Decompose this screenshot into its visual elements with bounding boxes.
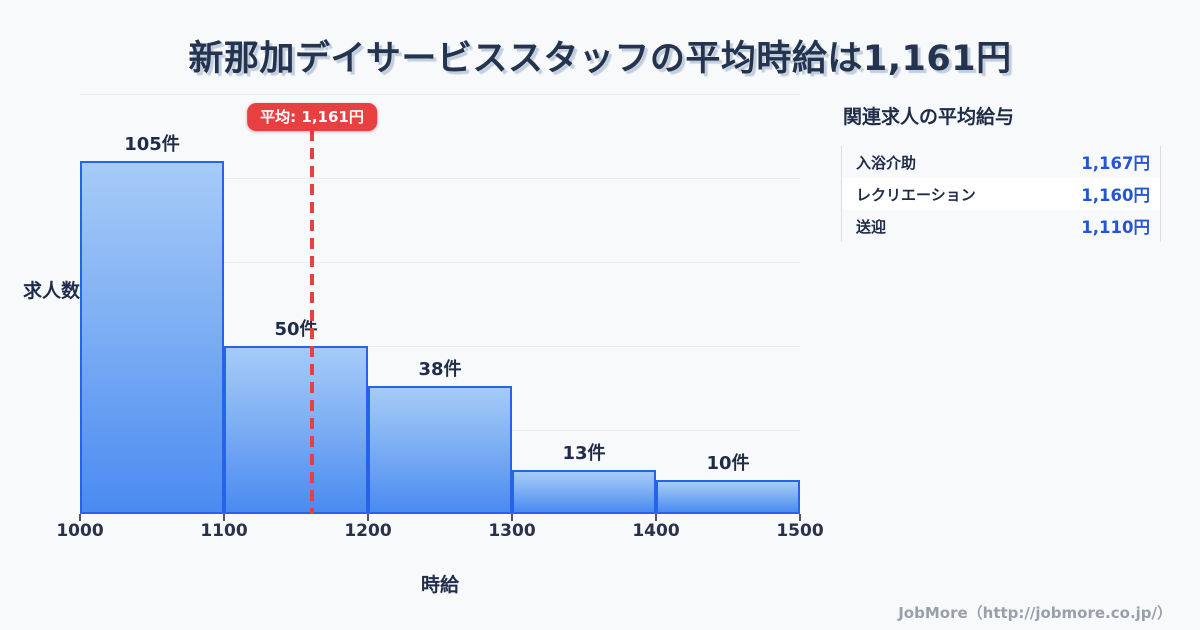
average-dashed-line xyxy=(309,130,314,514)
x-axis-title: 時給 xyxy=(420,574,459,596)
related-job-row: 送迎 1,110円 xyxy=(842,210,1160,242)
histogram-bar xyxy=(224,346,368,514)
related-job-row: 入浴介助 1,167円 xyxy=(842,146,1160,178)
related-job-value: 1,110円 xyxy=(1081,218,1150,237)
x-axis-tick-label: 1400 xyxy=(632,521,680,541)
histogram-bar xyxy=(368,386,512,514)
average-badge: 平均: 1,161円 xyxy=(247,103,377,131)
histogram-plot-area: 105件 50件 38件 13件 10件 xyxy=(80,94,800,514)
related-job-label: 送迎 xyxy=(856,217,887,236)
x-axis-tick xyxy=(367,514,369,521)
page-title: 新那加デイサービススタッフの平均時給は1,161円 xyxy=(188,39,1012,79)
histogram-bar xyxy=(512,470,656,514)
related-panel-title: 関連求人の平均給与 xyxy=(843,106,1015,128)
bar-value-label: 105件 xyxy=(124,134,180,156)
gridline xyxy=(80,94,800,95)
bar-value-label: 50件 xyxy=(274,319,318,340)
gridline xyxy=(80,346,800,347)
x-axis-tick xyxy=(799,514,801,521)
related-job-value: 1,160円 xyxy=(1081,186,1150,205)
histogram-bar xyxy=(80,161,224,514)
bar-value-label: 13件 xyxy=(562,443,606,465)
bar-value-label: 10件 xyxy=(706,453,750,475)
x-axis-tick-label: 1500 xyxy=(776,521,824,541)
related-job-label: レクリエーション xyxy=(856,185,976,204)
x-axis-tick-label: 1000 xyxy=(56,521,104,541)
x-axis-tick-label: 1200 xyxy=(344,521,392,541)
gridline xyxy=(80,178,800,179)
bar-value-label: 38件 xyxy=(418,359,462,381)
x-axis-tick xyxy=(511,514,513,521)
x-axis-tick xyxy=(655,514,657,521)
histogram-bar xyxy=(656,480,800,514)
x-axis-tick-label: 1100 xyxy=(200,521,248,541)
x-axis-tick-label: 1300 xyxy=(488,521,536,541)
related-job-row: レクリエーション 1,160円 xyxy=(842,178,1160,210)
related-panel-list: 入浴介助 1,167円レクリエーション 1,160円送迎 1,110円 xyxy=(841,146,1161,242)
x-axis-tick xyxy=(223,514,225,521)
related-job-value: 1,167円 xyxy=(1081,154,1150,173)
footer-credit: JobMore（http://jobmore.co.jp/） xyxy=(898,604,1172,622)
y-axis-title: 求人数 xyxy=(22,280,80,302)
x-axis-tick xyxy=(79,514,81,521)
related-job-label: 入浴介助 xyxy=(856,153,917,172)
gridline xyxy=(80,262,800,263)
